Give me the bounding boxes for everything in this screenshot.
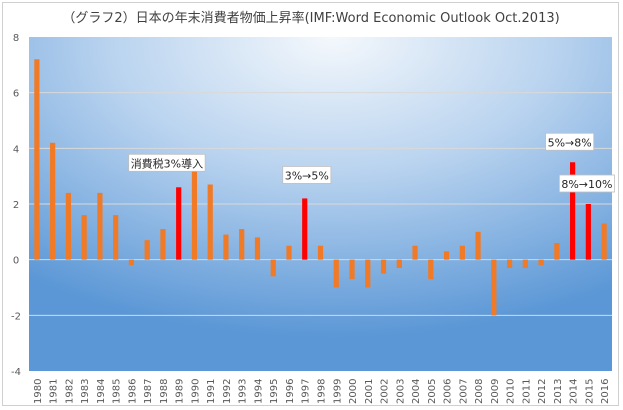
x-tick-label: 1982 (64, 379, 75, 404)
bar-1993 (239, 229, 245, 260)
x-tick-label: 1997 (301, 379, 312, 404)
annotation-box (545, 132, 595, 151)
x-tick-label: 2011 (521, 379, 532, 404)
bar-2009 (491, 259, 497, 316)
x-tick-label: 2001 (364, 379, 375, 404)
x-tick-label: 1994 (253, 379, 264, 404)
bar-1996 (286, 245, 292, 260)
bar-2004 (412, 245, 418, 260)
bar-1986 (128, 259, 135, 266)
chart-frame (2, 2, 619, 406)
x-tick-label: 2004 (411, 379, 422, 404)
x-tick-label: 2003 (395, 379, 406, 404)
x-tick-label: 2002 (380, 379, 391, 404)
x-tick-label: 2014 (569, 379, 580, 404)
x-tick-label: 1980 (33, 379, 44, 404)
x-tick-label: 1987 (143, 379, 154, 404)
bar-1991 (207, 184, 213, 260)
bar-1989 (176, 187, 182, 260)
bar-1995 (270, 259, 276, 277)
bar-2006 (443, 251, 450, 260)
bar-2014 (570, 162, 576, 260)
bar-1990 (191, 162, 198, 260)
annotation-2014: 5%→8% (545, 132, 595, 151)
y-tick-label: 2 (13, 200, 19, 211)
chart-title: （グラフ2）日本の年末消費者物価上昇率(IMF:Word Economic Ou… (62, 10, 559, 26)
bar-1999 (333, 259, 339, 288)
bar-2008 (475, 231, 481, 260)
x-tick-label: 1993 (238, 379, 249, 404)
x-tick-label: 2013 (553, 379, 564, 404)
x-tick-label: 1998 (317, 379, 328, 404)
annotation-box (128, 153, 206, 172)
annotation-1997: 3%→5% (282, 166, 332, 184)
bar-1997 (302, 198, 308, 260)
y-tick-label: -2 (11, 311, 21, 322)
x-tick-label: 1999 (332, 379, 343, 404)
x-tick-label: 2012 (537, 379, 548, 404)
bar-2015 (585, 204, 591, 260)
x-tick-label: 1995 (269, 379, 280, 404)
x-tick-label: 1996 (285, 379, 296, 404)
y-tick-label: 4 (13, 144, 19, 155)
y-tick-label: 8 (13, 33, 19, 44)
bar-1981 (50, 142, 56, 260)
bar-2013 (554, 242, 560, 260)
x-tick-label: 1990 (190, 379, 201, 404)
bar-2000 (349, 259, 355, 280)
annotation-label: 消費税3%導入 (131, 156, 203, 170)
bar-1985 (113, 215, 119, 260)
annotation-box (558, 174, 615, 193)
bar-1984 (97, 192, 103, 260)
x-tick-label: 2016 (600, 379, 611, 404)
bar-1988 (160, 229, 166, 260)
x-tick-label: 2007 (458, 379, 469, 404)
bar-1987 (144, 240, 150, 260)
x-tick-label: 1984 (96, 379, 107, 404)
x-tick-label: 1991 (206, 379, 217, 404)
y-tick-label: -4 (11, 367, 21, 378)
x-tick-label: 1986 (127, 379, 138, 404)
annotation-1989: 消費税3%導入 (128, 153, 206, 172)
bar-2016 (601, 223, 607, 260)
x-tick-label: 2006 (443, 379, 454, 404)
bar-2003 (396, 259, 402, 269)
bar-1992 (223, 234, 229, 260)
bar-2005 (428, 259, 434, 280)
bar-2012 (538, 259, 544, 266)
bar-1994 (254, 237, 261, 260)
x-tick-label: 1985 (112, 379, 123, 404)
x-tick-label: 2000 (348, 379, 359, 404)
x-tick-label: 2010 (506, 379, 517, 404)
annotation-2015: 8%→10% (558, 174, 615, 193)
x-tick-label: 2009 (490, 379, 501, 404)
bar-2010 (506, 259, 513, 269)
bar-1983 (81, 215, 87, 260)
bar-2007 (459, 245, 465, 260)
y-tick-label: 0 (13, 256, 19, 267)
annotation-label: 5%→8% (548, 136, 592, 149)
y-tick-label: 6 (13, 89, 19, 100)
bar-1998 (317, 245, 324, 260)
x-tick-label: 1989 (175, 379, 186, 404)
bar-2001 (365, 259, 371, 288)
bar-1980 (34, 59, 40, 260)
x-tick-label: 2005 (427, 379, 438, 404)
x-tick-label: 1981 (49, 379, 60, 404)
bar-1982 (65, 192, 71, 260)
x-tick-label: 2008 (474, 379, 485, 404)
annotation-box (282, 166, 332, 184)
bar-2002 (380, 259, 387, 274)
x-tick-label: 1988 (159, 379, 170, 404)
bar-2011 (522, 259, 528, 269)
annotation-label: 8%→10% (561, 178, 612, 191)
x-tick-label: 2015 (584, 379, 595, 404)
x-tick-label: 1992 (222, 379, 233, 404)
x-tick-label: 1983 (80, 379, 91, 404)
annotation-label: 3%→5% (285, 169, 329, 182)
